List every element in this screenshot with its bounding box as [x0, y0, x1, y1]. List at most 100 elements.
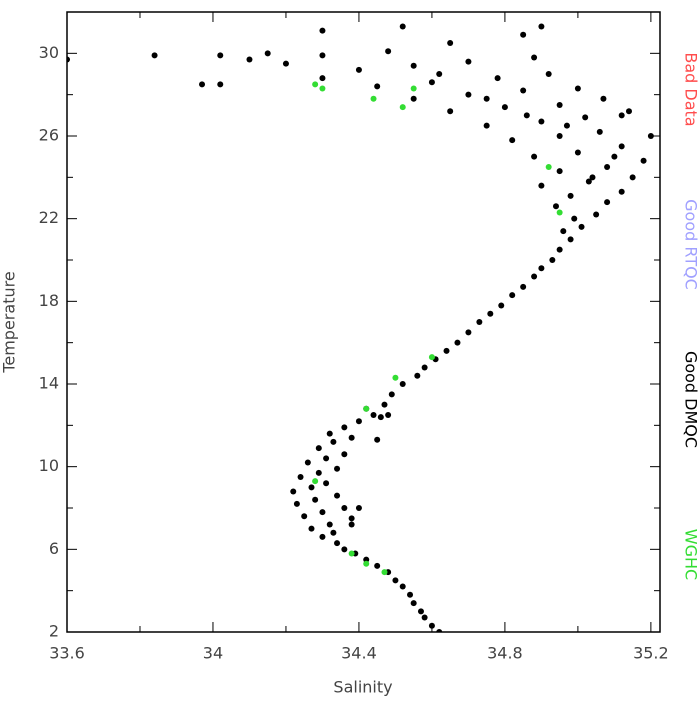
point: [319, 75, 325, 81]
point: [323, 455, 329, 461]
point: [392, 577, 398, 583]
point: [349, 435, 355, 441]
point: [400, 381, 406, 387]
point: [571, 216, 577, 222]
point: [356, 67, 362, 73]
point: [414, 373, 420, 379]
point: [341, 505, 347, 511]
point: [422, 364, 428, 370]
point: [531, 154, 537, 160]
legend-entry: Bad Data: [682, 52, 700, 126]
point: [389, 391, 395, 397]
point: [444, 348, 450, 354]
point: [316, 445, 322, 451]
point: [301, 513, 307, 519]
point: [465, 92, 471, 98]
point: [385, 48, 391, 54]
point: [568, 193, 574, 199]
y-tick-label: 30: [39, 43, 59, 62]
point: [152, 52, 158, 58]
y-tick-label: 26: [39, 126, 59, 145]
point: [400, 23, 406, 29]
point: [619, 112, 625, 118]
point: [619, 143, 625, 149]
point: [371, 96, 377, 102]
point: [294, 501, 300, 507]
point: [349, 515, 355, 521]
point: [319, 28, 325, 34]
point: [502, 104, 508, 110]
point: [589, 174, 595, 180]
y-tick-label: 2: [49, 622, 59, 641]
legend-entry: WGHC: [682, 529, 700, 580]
point: [356, 505, 362, 511]
point: [308, 526, 314, 532]
y-axis-label: Temperature: [0, 271, 19, 373]
point: [319, 534, 325, 540]
point: [557, 133, 563, 139]
point: [509, 292, 515, 298]
point: [411, 85, 417, 91]
point: [374, 83, 380, 89]
point: [487, 311, 493, 317]
point: [64, 57, 70, 63]
point: [557, 102, 563, 108]
point: [316, 470, 322, 476]
point: [378, 414, 384, 420]
y-tick-label: 14: [39, 374, 59, 393]
point: [341, 451, 347, 457]
point: [374, 563, 380, 569]
x-tick-label: 35.2: [633, 644, 669, 663]
point: [290, 488, 296, 494]
point: [327, 522, 333, 528]
point: [538, 23, 544, 29]
point: [298, 474, 304, 480]
point: [363, 561, 369, 567]
point: [546, 164, 552, 170]
point: [199, 81, 205, 87]
y-tick-label: 10: [39, 456, 59, 475]
point: [476, 319, 482, 325]
legend-entry: Good RTQC: [682, 199, 700, 290]
point: [330, 439, 336, 445]
point: [484, 96, 490, 102]
point: [334, 466, 340, 472]
plot-frame: [67, 12, 660, 632]
point: [641, 158, 647, 164]
y-tick-label: 6: [49, 539, 59, 558]
point: [465, 329, 471, 335]
point: [557, 168, 563, 174]
point: [411, 600, 417, 606]
point: [600, 96, 606, 102]
point: [531, 54, 537, 60]
point: [619, 189, 625, 195]
point: [323, 480, 329, 486]
point: [319, 52, 325, 58]
point: [319, 509, 325, 515]
point: [429, 623, 435, 629]
point: [560, 228, 566, 234]
point: [312, 497, 318, 503]
point: [531, 274, 537, 280]
point: [465, 59, 471, 65]
point: [575, 150, 581, 156]
point: [312, 478, 318, 484]
point: [538, 119, 544, 125]
point: [648, 133, 654, 139]
point: [564, 123, 570, 129]
point: [495, 75, 501, 81]
point: [341, 546, 347, 552]
point: [217, 81, 223, 87]
y-tick-label: 22: [39, 208, 59, 227]
point: [385, 412, 391, 418]
point: [484, 123, 490, 129]
point: [246, 57, 252, 63]
point: [557, 247, 563, 253]
point: [381, 402, 387, 408]
point: [283, 61, 289, 67]
point: [217, 52, 223, 58]
legend-entry: Good DMQC: [682, 351, 700, 448]
point: [626, 108, 632, 114]
